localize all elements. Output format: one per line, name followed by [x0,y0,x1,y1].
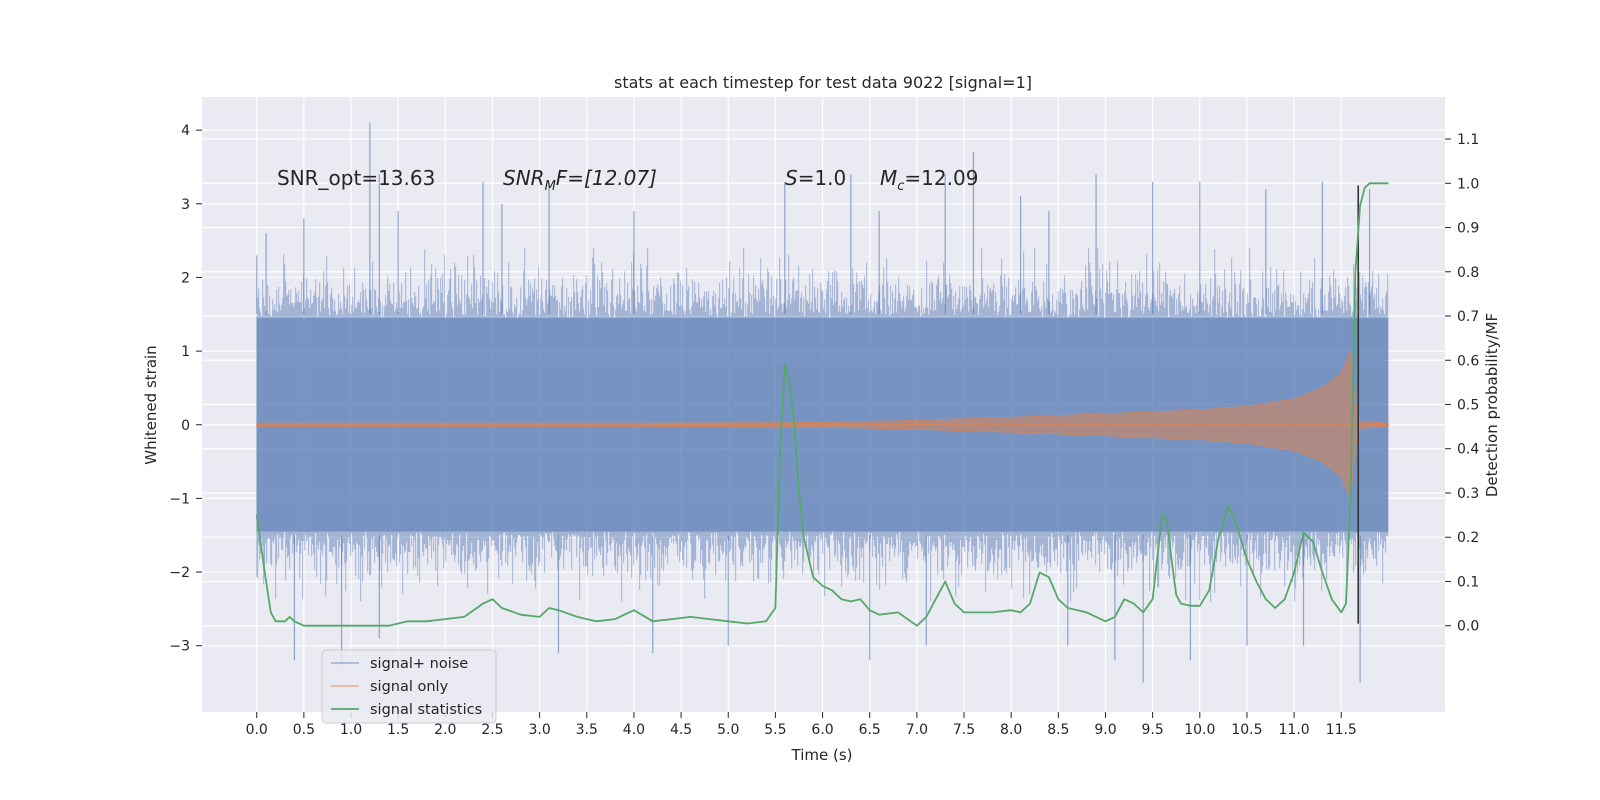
x-tick-label: 2.0 [434,722,456,738]
x-tick-label: 3.0 [528,722,550,738]
x-tick-label: 9.0 [1094,722,1116,738]
legend-label-signal-statistics: signal statistics [370,702,482,718]
x-tick-label: 5.0 [717,722,739,738]
x-tick-label: 1.5 [387,722,409,738]
x-tick-label: 10.0 [1184,722,1215,738]
chart-title: stats at each timestep for test data 902… [614,73,1032,92]
annotation-mc: Mc=12.09 [880,166,978,194]
x-tick-label: 7.0 [906,722,928,738]
y-right-tick-label: 0.8 [1457,265,1479,281]
x-tick-label: 8.0 [1000,722,1022,738]
x-tick-label: 6.5 [859,722,881,738]
annotation-s: S=1.0 [785,166,846,190]
annotations: SNR_opt=13.63 SNRMF=[12.07] S=1.0 Mc=12.… [277,166,978,194]
y-axis-label-left: Whitened strain [142,345,160,464]
y-right-tick-label: 0.4 [1457,442,1479,458]
y-right-tick-label: 1.0 [1457,176,1479,192]
y-right-tick-label: 0.6 [1457,353,1479,369]
annotation-snr-mf: SNRMF=[12.07] [503,166,657,194]
y-axis-label-right: Detection probability/MF [1483,313,1501,497]
y-right-tick-label: 0.7 [1457,309,1479,325]
x-tick-label: 10.5 [1231,722,1262,738]
x-tick-label: 11.5 [1326,722,1357,738]
y-left-tick-label: −2 [169,565,190,581]
x-tick-label: 11.0 [1279,722,1310,738]
y-right-tick-label: 0.1 [1457,574,1479,590]
annotation-snr-opt: SNR_opt=13.63 [277,166,435,190]
x-tick-label: 7.5 [953,722,975,738]
legend-box [321,649,497,724]
y-right-tick-label: 0.5 [1457,398,1479,414]
x-tick-label: 4.0 [623,722,645,738]
y-right-tick-label: 1.1 [1457,132,1479,148]
x-tick-label: 2.5 [481,722,503,738]
x-tick-label: 0.0 [246,722,268,738]
y-right-tick-label: 0.0 [1457,619,1479,635]
x-tick-label: 1.0 [340,722,362,738]
y-right-tick-label: 0.3 [1457,486,1479,502]
x-tick-label: 8.5 [1047,722,1069,738]
y-right-tick-label: 0.2 [1457,530,1479,546]
y-left-tick-label: 1 [181,344,190,360]
series-signal-statistics [255,182,1389,627]
series-signal-only [256,185,1389,624]
y-left-tick-label: 4 [181,123,190,139]
y-left-tick-label: −1 [169,491,190,507]
x-tick-label: 4.5 [670,722,692,738]
x-tick-label: 0.5 [293,722,315,738]
statistics-line [255,182,1389,627]
legend-label-signal-noise: signal+ noise [370,656,468,672]
x-tick-label: 5.5 [764,722,786,738]
y-left-tick-label: 3 [181,197,190,213]
x-tick-label: 9.5 [1142,722,1164,738]
ticks: 0.0 0.5 1.0 1.5 2.0 2.5 3.0 3.5 4.0 4.5 5.0 5.5 6.0 6… [169,123,1479,738]
legend-label-signal-only: signal only [370,679,449,695]
x-tick-label: 6.0 [811,722,833,738]
x-axis-label: Time (s) [791,746,853,764]
legend: signal+ noise signal only signal statist… [321,649,497,724]
y-left-tick-label: 2 [181,270,190,286]
y-right-tick-label: 0.9 [1457,221,1479,237]
x-tick-label: 3.5 [576,722,598,738]
y-left-tick-label: −3 [169,639,190,655]
y-left-tick-label: 0 [181,418,190,434]
